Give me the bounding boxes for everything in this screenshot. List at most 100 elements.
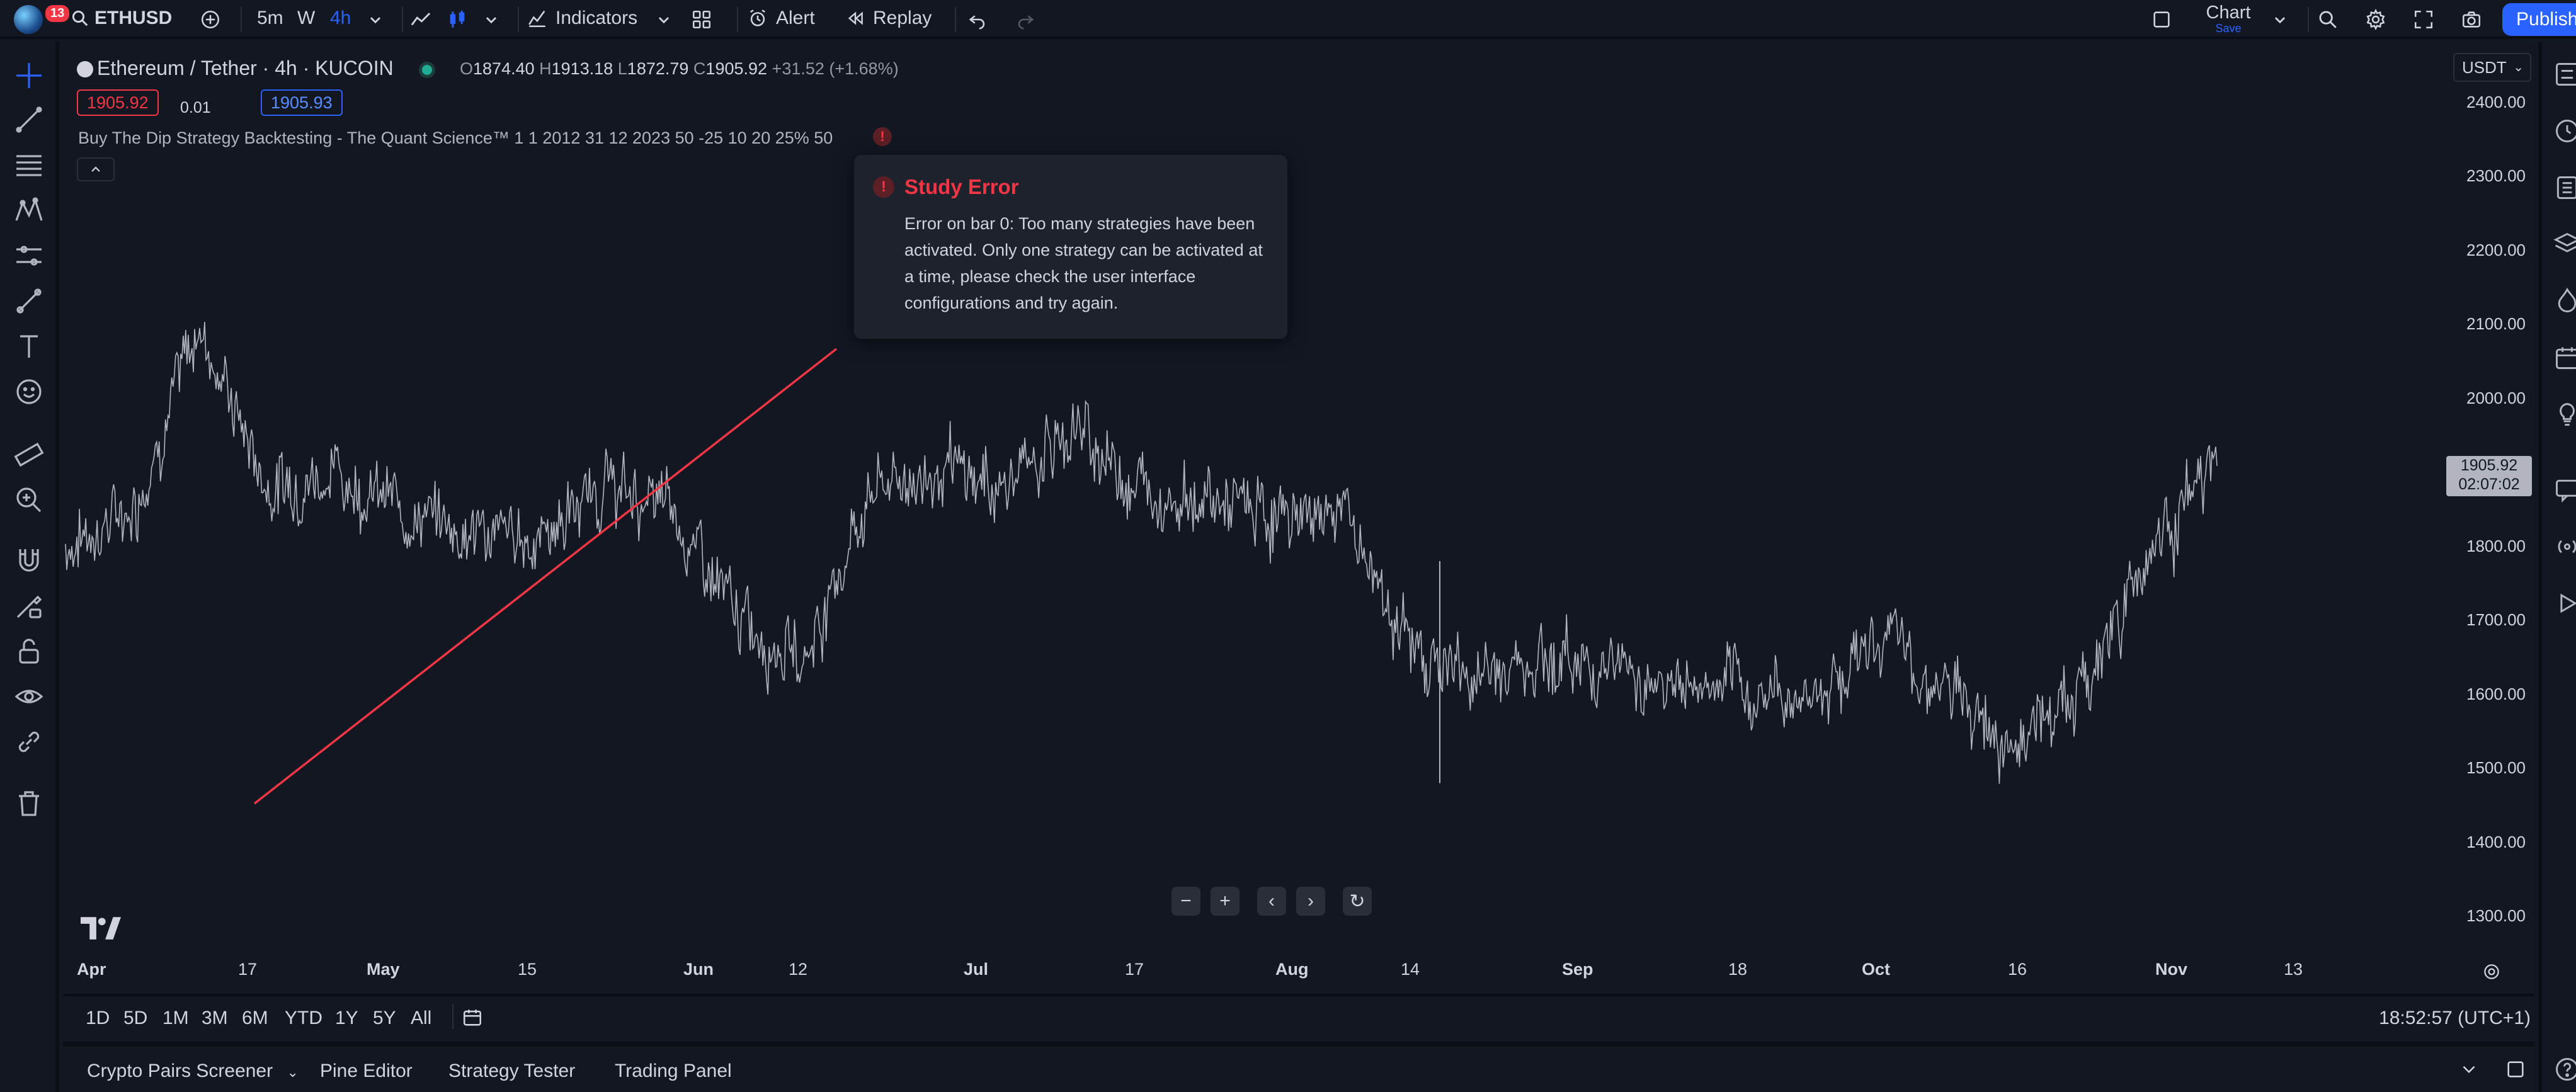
- brush-tool[interactable]: [14, 286, 44, 316]
- chats-button[interactable]: [2553, 476, 2576, 504]
- maximize-panel-button[interactable]: [2500, 1054, 2531, 1084]
- chart-style-line-button[interactable]: [406, 4, 436, 35]
- fullscreen-button[interactable]: [2408, 4, 2439, 35]
- sell-price-button[interactable]: 1905.92: [77, 89, 159, 116]
- interval-dropdown[interactable]: [360, 4, 390, 35]
- prediction-tool[interactable]: [14, 241, 44, 271]
- ruler-tool[interactable]: [14, 440, 44, 470]
- currency-select[interactable]: USDT ⌄: [2453, 53, 2531, 82]
- sync-drawings-tool[interactable]: [14, 727, 44, 757]
- study-legend[interactable]: Buy The Dip Strategy Backtesting - The Q…: [78, 128, 833, 147]
- lock-drawings-tool[interactable]: [14, 636, 44, 666]
- hotlists-button[interactable]: [2553, 287, 2576, 315]
- range-ytd[interactable]: YTD: [285, 1008, 322, 1028]
- help-button[interactable]: [2553, 1055, 2576, 1083]
- collapse-panel-button[interactable]: [2454, 1054, 2484, 1084]
- eye-icon: [14, 690, 43, 703]
- watchlist-button[interactable]: [2553, 60, 2576, 88]
- crosshair-tool[interactable]: [14, 60, 44, 91]
- scroll-left-button[interactable]: ‹: [1257, 887, 1286, 916]
- price-axis-label: 2400.00: [2466, 92, 2526, 111]
- alert-button[interactable]: Alert: [747, 0, 815, 38]
- range-5y[interactable]: 5Y: [373, 1008, 396, 1028]
- link-icon: [18, 731, 40, 753]
- alerts-panel-button[interactable]: [2553, 117, 2576, 145]
- zoom-tool[interactable]: [14, 485, 44, 515]
- pattern-tool[interactable]: [14, 195, 44, 225]
- tab-pine-editor[interactable]: Pine Editor: [320, 1061, 413, 1081]
- range-1m[interactable]: 1M: [162, 1008, 189, 1028]
- chart-style-dropdown[interactable]: [476, 4, 506, 35]
- publish-button[interactable]: Publish: [2502, 3, 2576, 36]
- tab-crypto-pairs-screener[interactable]: Crypto Pairs Screener ⌄: [87, 1061, 299, 1081]
- symbol-legend[interactable]: Ethereum / Tether · 4h · KUCOIN: [77, 57, 432, 80]
- tradingview-logo[interactable]: [81, 917, 121, 940]
- replay-trading-button[interactable]: [2553, 589, 2576, 617]
- symbol-search[interactable]: ETHUSD: [71, 0, 172, 38]
- stay-drawing-tool[interactable]: [14, 591, 44, 621]
- calendar-range-icon: [463, 1010, 482, 1026]
- chevron-down-icon: ⌄: [2513, 60, 2524, 74]
- save-layout-button[interactable]: Chart Save: [2206, 3, 2251, 35]
- range-3m[interactable]: 3M: [202, 1008, 228, 1028]
- trend-line-tool[interactable]: [14, 105, 44, 135]
- range-6m[interactable]: 6M: [242, 1008, 268, 1028]
- help-icon: [2556, 1058, 2576, 1081]
- magnet-tool[interactable]: [14, 545, 44, 576]
- calendar-button[interactable]: [2553, 344, 2576, 372]
- range-1d[interactable]: 1D: [86, 1008, 110, 1028]
- buy-price-button[interactable]: 1905.93: [261, 89, 343, 116]
- trend-line-drawing[interactable]: [253, 348, 838, 805]
- chart-style-candles-button[interactable]: [442, 4, 472, 35]
- templates-button[interactable]: [687, 4, 717, 35]
- timezone-clock[interactable]: 18:52:57 (UTC+1): [2379, 1008, 2531, 1028]
- layout-dropdown[interactable]: [2265, 4, 2295, 35]
- price-axis[interactable]: 2400.00 2300.00 2200.00 2100.00 2000.00 1800.…: [2444, 42, 2532, 992]
- range-5d[interactable]: 5D: [123, 1008, 148, 1028]
- interval-5m[interactable]: 5m: [257, 8, 283, 28]
- interval-4h[interactable]: 4h: [330, 8, 351, 28]
- data-window-button[interactable]: [2553, 174, 2576, 202]
- hide-drawings-tool[interactable]: [14, 681, 44, 712]
- brush-icon: [16, 288, 42, 314]
- zoom-in-button[interactable]: +: [1211, 887, 1240, 916]
- tab-trading-panel[interactable]: Trading Panel: [615, 1061, 732, 1081]
- indicators-button[interactable]: Indicators: [527, 0, 637, 38]
- replay-button[interactable]: Replay: [845, 0, 932, 38]
- emoji-tool[interactable]: [14, 377, 44, 407]
- interval-w[interactable]: W: [297, 8, 316, 28]
- time-axis[interactable]: Apr 17 May 15 Jun 12 Jul 17 Aug 14 Sep 18 Oct 16 Nov 13: [63, 960, 2444, 991]
- avatar[interactable]: 13: [14, 4, 71, 34]
- snapshot-button[interactable]: [2456, 4, 2487, 35]
- range-all[interactable]: All: [411, 1008, 432, 1028]
- tab-strategy-tester[interactable]: Strategy Tester: [448, 1061, 576, 1081]
- text-tool[interactable]: [14, 331, 44, 361]
- date-range-button[interactable]: [457, 1003, 487, 1033]
- time-axis-label: Oct: [1862, 960, 1891, 979]
- popup-message: Error on bar 0: Too many strategies have…: [904, 214, 1263, 312]
- collapse-legend-button[interactable]: [77, 157, 115, 181]
- object-tree-button[interactable]: [2553, 230, 2576, 258]
- reset-chart-button[interactable]: ↻: [1343, 887, 1372, 916]
- price-axis-label: 1600.00: [2466, 684, 2526, 703]
- price-chart[interactable]: [63, 42, 2534, 992]
- fib-tool[interactable]: [14, 150, 44, 180]
- streams-button[interactable]: [2553, 533, 2576, 560]
- zoom-out-button[interactable]: −: [1171, 887, 1200, 916]
- undo-button[interactable]: [962, 4, 993, 35]
- redo-button[interactable]: [1010, 4, 1040, 35]
- settings-button[interactable]: [2361, 4, 2391, 35]
- add-symbol-button[interactable]: [195, 4, 225, 35]
- axis-settings-button[interactable]: [2479, 959, 2504, 984]
- ideas-button[interactable]: [2553, 401, 2576, 428]
- scroll-right-button[interactable]: ›: [1296, 887, 1325, 916]
- remove-drawings-tool[interactable]: [14, 788, 44, 819]
- price-axis-label: 2300.00: [2466, 166, 2526, 185]
- range-1y[interactable]: 1Y: [335, 1008, 358, 1028]
- indicators-dropdown[interactable]: [649, 4, 679, 35]
- layout-select-button[interactable]: [2146, 4, 2177, 35]
- quick-search-button[interactable]: [2313, 4, 2343, 35]
- time-axis-label: Apr: [77, 960, 106, 979]
- crosshair-icon: [16, 63, 42, 88]
- study-error-icon[interactable]: !: [873, 127, 892, 146]
